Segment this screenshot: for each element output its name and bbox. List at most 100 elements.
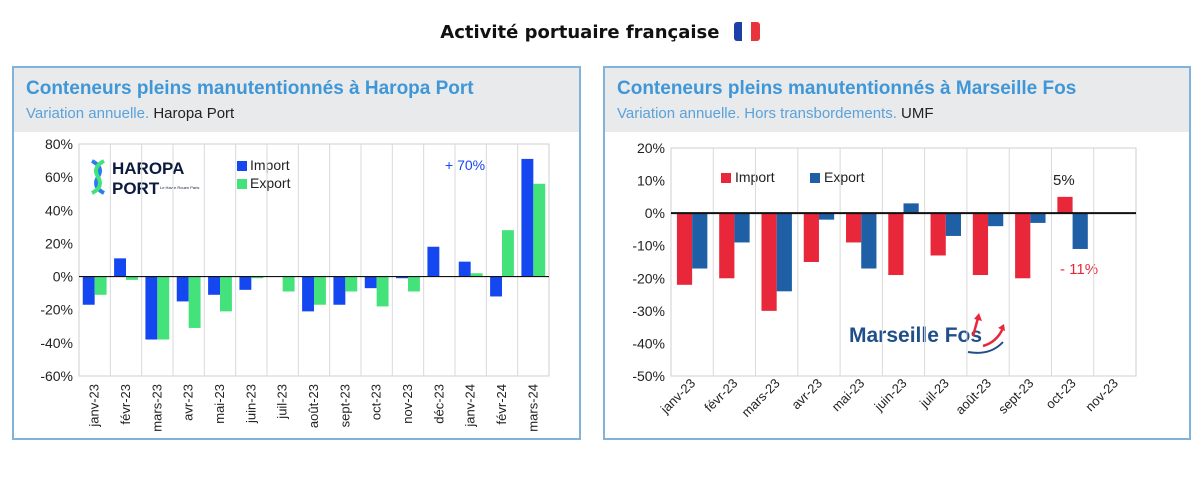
marseille-ytick-label: 0% <box>645 205 665 221</box>
haropa-bar-import <box>427 246 440 277</box>
haropa-panel-header: Conteneurs pleins manutentionnés à Harop… <box>14 68 579 132</box>
marseille-ytick-label: -50% <box>632 368 665 384</box>
haropa-legend-export-swatch <box>237 179 247 189</box>
marseille-source: UMF <box>901 105 934 122</box>
haropa-bar-import <box>176 276 189 302</box>
haropa-logo: HAROPA PORT Le Havre Rouen Paris <box>91 159 199 198</box>
marseille-bar-export <box>861 213 877 269</box>
haropa-ytick-label: -60% <box>40 368 73 384</box>
haropa-legend-export-label: Export <box>250 175 291 191</box>
haropa-legend-import-label: Import <box>250 157 290 173</box>
haropa-bar-export <box>376 276 389 307</box>
marseille-xtick-label: mars-23 <box>738 376 782 420</box>
haropa-xtick-label: mai-23 <box>212 384 227 424</box>
haropa-logo-mark-icon <box>91 159 105 195</box>
marseille-chart-subtitle: Variation annuelle. Hors transbordements… <box>617 105 934 122</box>
haropa-bar-import <box>208 276 220 295</box>
haropa-bar-export <box>314 276 326 305</box>
marseille-xtick-label: août-23 <box>952 376 994 418</box>
haropa-bar-import <box>82 276 95 305</box>
haropa-bar-export <box>502 230 514 277</box>
haropa-bar-export <box>251 276 264 279</box>
haropa-bar-import <box>333 276 346 305</box>
haropa-chart-title: Conteneurs pleins manutentionnés à Harop… <box>26 78 474 99</box>
haropa-legend-import-swatch <box>237 161 247 171</box>
haropa-xtick-label: févr-23 <box>118 384 133 424</box>
haropa-xtick-label: févr-24 <box>494 384 509 424</box>
haropa-bar-import <box>490 276 502 297</box>
marseille-xtick-label: juil-23 <box>916 376 952 412</box>
marseille-chart-title: Conteneurs pleins manutentionnés à Marse… <box>617 78 1077 99</box>
marseille-bar-import <box>1057 196 1073 214</box>
marseille-fos-logo: Marseille Fos <box>849 313 1005 354</box>
marseille-legend-import-swatch <box>721 173 731 183</box>
haropa-xtick-label: nov-23 <box>400 384 415 424</box>
haropa-bar-export <box>345 276 358 292</box>
haropa-plot-border <box>78 143 550 377</box>
haropa-ytick-label: -20% <box>40 302 73 318</box>
haropa-ytick-label: 20% <box>45 235 73 251</box>
marseille-fos-logo-arrows-icon <box>967 313 1005 354</box>
haropa-bar-import <box>521 158 534 277</box>
haropa-chart-panel: Conteneurs pleins manutentionnés à Harop… <box>12 66 581 440</box>
marseille-bar-chart: Import Export 5% - 11% Marseille Fos -50… <box>632 140 1137 420</box>
haropa-bar-export <box>94 276 107 295</box>
marseille-bar-export <box>734 213 750 243</box>
haropa-bar-import <box>239 276 252 290</box>
haropa-xtick-label: déc-23 <box>431 384 446 424</box>
marseille-ytick-label: -40% <box>632 335 665 351</box>
haropa-bar-import <box>364 276 377 289</box>
marseille-ytick-label: 20% <box>637 140 665 156</box>
haropa-ytick-label: -40% <box>40 335 73 351</box>
haropa-subtitle-text: Variation annuelle. <box>26 105 150 122</box>
haropa-bar-export <box>220 276 232 312</box>
marseille-xtick-label: sept-23 <box>995 376 1036 417</box>
marseille-panel-header: Conteneurs pleins manutentionnés à Marse… <box>605 68 1189 132</box>
haropa-bar-export <box>157 276 170 340</box>
marseille-bar-import <box>888 213 904 276</box>
marseille-bar-import <box>803 213 819 262</box>
marseille-legend-import-label: Import <box>735 169 775 185</box>
marseille-fos-logo-text: Marseille Fos <box>849 324 982 347</box>
haropa-bar-import <box>302 276 314 312</box>
haropa-bar-chart: HAROPA PORT Le Havre Rouen Paris Import … <box>40 136 550 432</box>
haropa-xtick-label: mars-23 <box>149 384 164 432</box>
marseille-xtick-label: avr-23 <box>788 376 825 413</box>
haropa-legend: Import Export <box>237 157 291 191</box>
haropa-source: Haropa Port <box>153 105 235 122</box>
marseille-bar-export <box>945 213 961 236</box>
haropa-xtick-label: juil-23 <box>275 384 290 420</box>
page-title: Activité portuaire française <box>0 22 1200 43</box>
haropa-bar-import <box>114 258 126 277</box>
marseille-bar-export <box>1030 213 1046 223</box>
marseille-bar-import <box>846 213 862 243</box>
haropa-bar-export <box>126 276 138 280</box>
haropa-ytick-label: 0% <box>53 269 73 285</box>
marseille-annotation-minus11: - 11% <box>1060 261 1098 278</box>
haropa-xtick-label: janv-24 <box>463 384 478 428</box>
marseille-legend-export-swatch <box>810 173 820 183</box>
marseille-subtitle-text: Variation annuelle. Hors transbordements… <box>617 105 897 122</box>
marseille-bar-import <box>719 213 735 279</box>
haropa-bar-export <box>188 276 201 328</box>
haropa-ytick-label: 80% <box>45 136 73 152</box>
marseille-xtick-label: nov-23 <box>1082 376 1121 415</box>
marseille-bar-import <box>676 213 693 285</box>
haropa-annotation-plus70: + 70% <box>445 157 485 173</box>
marseille-bar-export <box>692 213 708 269</box>
marseille-bar-import <box>1015 213 1031 279</box>
haropa-xtick-label: avr-23 <box>181 384 196 421</box>
haropa-xtick-label: oct-23 <box>369 384 384 420</box>
marseille-bar-export <box>776 213 792 292</box>
marseille-ytick-label: 10% <box>637 173 665 189</box>
haropa-bar-import <box>145 276 158 340</box>
marseille-bar-export <box>1072 213 1088 249</box>
haropa-xtick-label: mars-24 <box>525 384 540 432</box>
marseille-bar-export <box>818 213 835 220</box>
haropa-xtick-label: sept-23 <box>337 384 352 427</box>
haropa-chart-subtitle: Variation annuelle. Haropa Port <box>26 105 234 122</box>
marseille-xtick-label: juin-23 <box>871 376 910 415</box>
marseille-chart-panel: Conteneurs pleins manutentionnés à Marse… <box>603 66 1191 440</box>
page-title-text: Activité portuaire française <box>440 22 720 43</box>
haropa-bar-import <box>458 261 471 277</box>
